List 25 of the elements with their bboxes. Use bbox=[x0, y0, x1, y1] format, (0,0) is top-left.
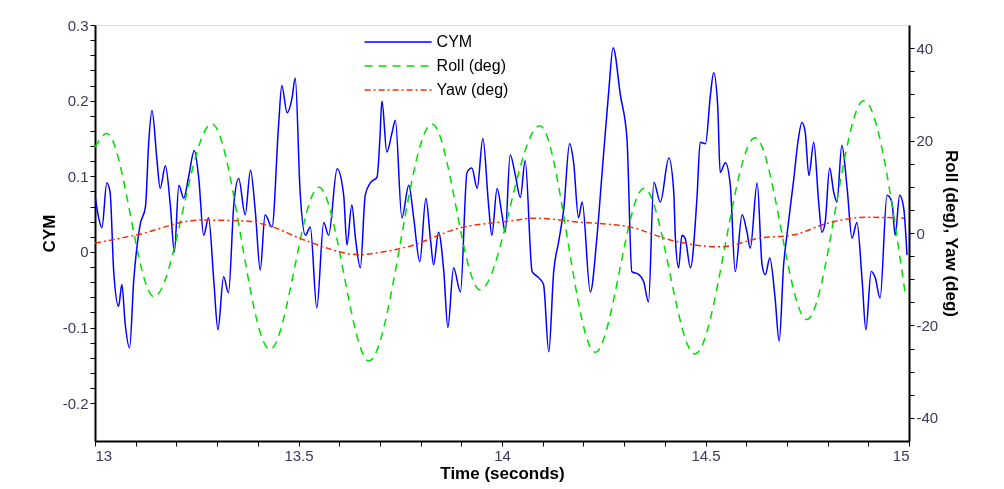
y2-tick-label: -20 bbox=[916, 316, 939, 334]
line-series bbox=[94, 216, 905, 256]
y-tick-label: -0.2 bbox=[62, 394, 89, 412]
y2-tick-label: -40 bbox=[916, 409, 939, 427]
legend-label: Yaw (deg) bbox=[436, 81, 509, 98]
y2-axis-title: Roll (deg), Yaw (deg) bbox=[942, 150, 962, 317]
x-tick-label: 13 bbox=[95, 446, 113, 464]
x-tick-label: 14.5 bbox=[691, 446, 721, 464]
y-tick-label: 0.1 bbox=[67, 167, 89, 185]
x-tick-label: 13.5 bbox=[284, 446, 314, 464]
y-tick-label: 0 bbox=[80, 243, 89, 261]
y-tick-label: -0.1 bbox=[62, 319, 89, 337]
line-series bbox=[94, 46, 908, 353]
line-series bbox=[94, 100, 906, 362]
x-tick-label: 15 bbox=[892, 446, 910, 464]
x-axis-title: Time (seconds) bbox=[440, 463, 565, 483]
legend-label: CYM bbox=[436, 33, 473, 50]
y-tick-label: 0.3 bbox=[67, 16, 89, 34]
y2-tick-label: 20 bbox=[916, 132, 934, 150]
y-axis-title: CYM bbox=[39, 214, 59, 253]
y2-tick-label: 0 bbox=[916, 224, 925, 242]
x-tick-label: 14 bbox=[494, 446, 511, 464]
legend-label: Roll (deg) bbox=[436, 57, 506, 74]
y-tick-label: 0.2 bbox=[67, 92, 89, 110]
y2-tick-label: 40 bbox=[916, 39, 934, 57]
